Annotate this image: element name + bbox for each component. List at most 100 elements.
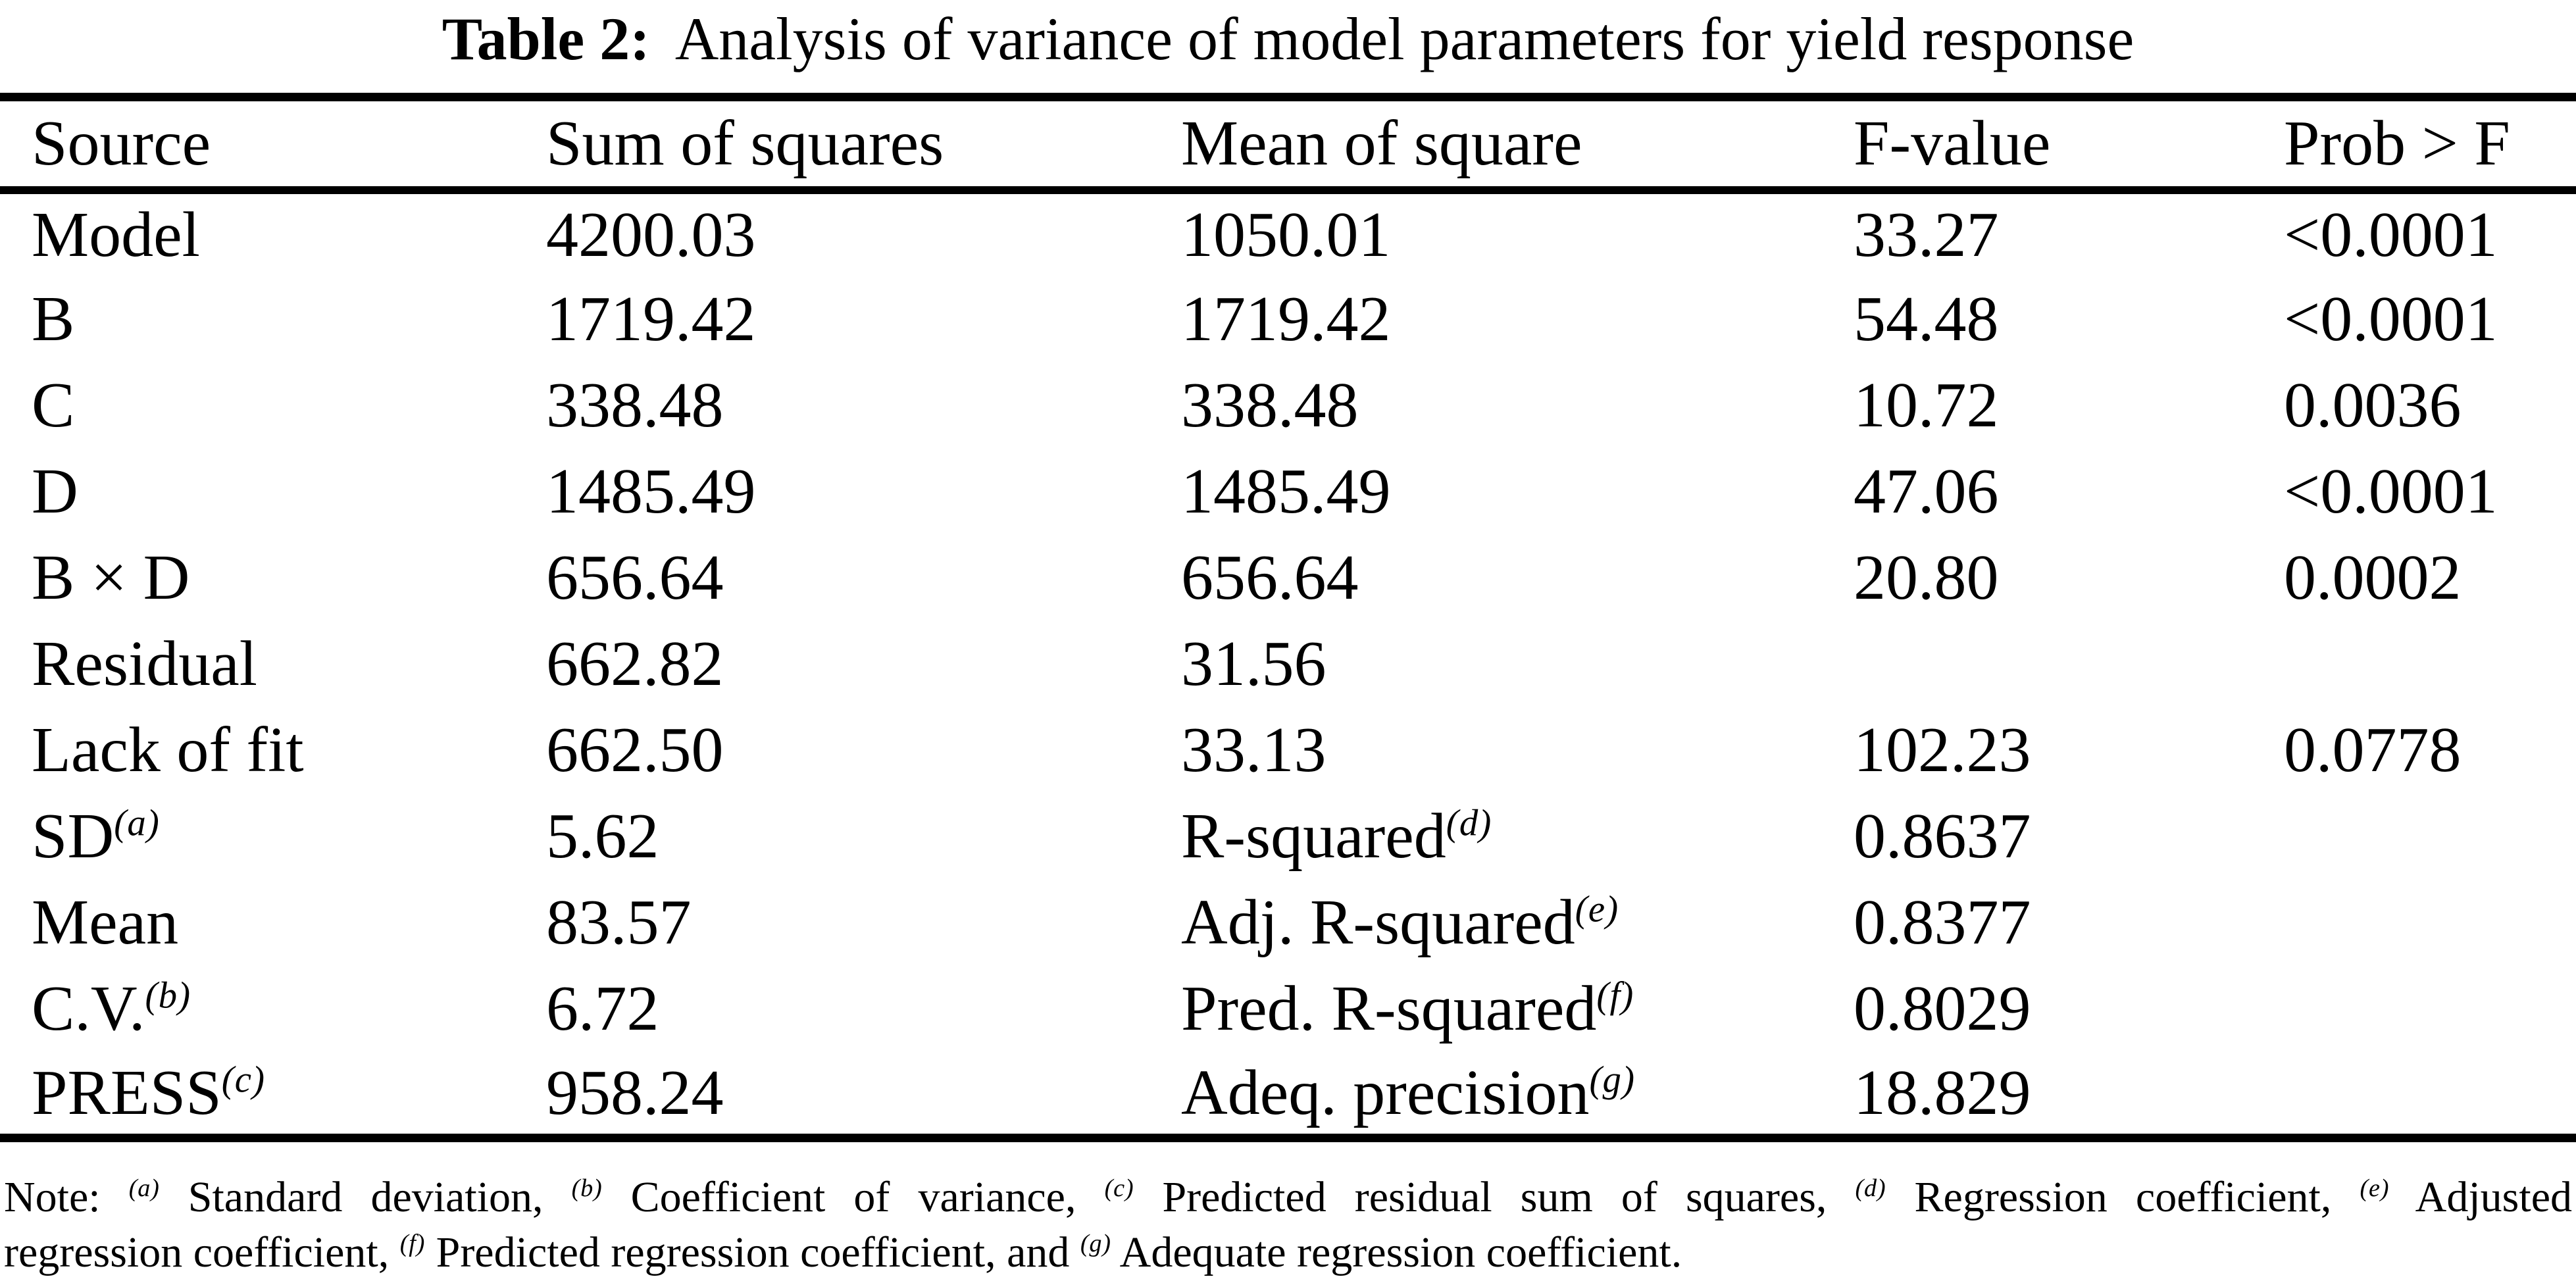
cell-text: 1719.42 (1181, 284, 1391, 355)
cell-text: 54.48 (1854, 284, 1999, 355)
table-cell: Mean (0, 880, 546, 966)
superscript-marker: (b) (571, 1174, 603, 1202)
table-cell: Model (0, 190, 546, 276)
table-cell: B × D (0, 535, 546, 621)
cell-text: Lack of fit (32, 715, 304, 786)
table-cell: 1485.49 (1181, 449, 1854, 535)
table-body: Model 4200.03 1050.01 33.27 <0.0001 B 1719.42 1… (0, 190, 2576, 1138)
table-row: SD(a) 5.62 R-squared(d) 0.8637 (0, 793, 2576, 880)
cell-text: 338.48 (546, 370, 724, 441)
table-cell: 1050.01 (1181, 190, 1854, 276)
cell-text: B × D (32, 542, 190, 613)
header-row: Source Sum of squares Mean of square F-v… (0, 97, 2576, 194)
table-cell: PRESS(c) (0, 1052, 546, 1138)
table-caption-label: Table 2: (442, 5, 650, 72)
table-cell: Pred. R-squared(f) (1181, 966, 1854, 1052)
superscript-marker: (f) (399, 1230, 426, 1258)
table-cell: 83.57 (546, 880, 1181, 966)
table-cell: C.V.(b) (0, 966, 546, 1052)
table-cell: 33.13 (1181, 707, 1854, 793)
cell-text: 1485.49 (1181, 456, 1391, 527)
superscript-marker: (c) (1104, 1174, 1134, 1202)
cell-text: Adeq. precision (1181, 1057, 1590, 1128)
cell-text: 656.64 (1181, 542, 1359, 613)
table-row: Lack of fit 662.50 33.13 102.23 0.0778 (0, 707, 2576, 793)
cell-text: 6.72 (546, 973, 659, 1044)
table-cell: 1719.42 (1181, 276, 1854, 363)
cell-text: PRESS (32, 1057, 222, 1128)
table-cell: 102.23 (1854, 707, 2284, 793)
table-cell: 0.0036 (2284, 363, 2576, 449)
table-cell: 18.829 (1854, 1052, 2284, 1138)
table-row: C.V.(b) 6.72 Pred. R-squared(f) 0.8029 (0, 966, 2576, 1052)
cell-text: 5.62 (546, 801, 659, 872)
superscript-marker: (g) (1589, 1059, 1636, 1101)
cell-text: 20.80 (1854, 542, 1999, 613)
table-cell: 0.8377 (1854, 880, 2284, 966)
cell-text: Residual (32, 628, 257, 699)
table-cell: Adj. R-squared(e) (1181, 880, 1854, 966)
table-row: C 338.48 338.48 10.72 0.0036 (0, 363, 2576, 449)
cell-text: 656.64 (546, 542, 724, 613)
table-cell: 0.0778 (2284, 707, 2576, 793)
table-row: B × D 656.64 656.64 20.80 0.0002 (0, 535, 2576, 621)
table-cell: SD(a) (0, 793, 546, 880)
table-cell: 54.48 (1854, 276, 2284, 363)
table-cell: B (0, 276, 546, 363)
superscript-marker: (e) (1575, 888, 1619, 930)
superscript-marker: (a) (114, 802, 160, 844)
table-cell: 656.64 (1181, 535, 1854, 621)
table-cell: 656.64 (546, 535, 1181, 621)
table-cell: 1719.42 (546, 276, 1181, 363)
header-sum-of-squares: Sum of squares (546, 97, 1181, 194)
cell-text: 47.06 (1854, 456, 1999, 527)
table-cell: C (0, 363, 546, 449)
cell-text: <0.0001 (2284, 199, 2498, 270)
cell-text: 338.48 (1181, 370, 1359, 441)
anova-table: Source Sum of squares Mean of square F-v… (0, 93, 2576, 1142)
footnote-line: regression coefficient, (f) Predicted re… (4, 1228, 1682, 1277)
cell-text: Pred. R-squared (1181, 973, 1597, 1044)
table-cell: 0.0002 (2284, 535, 2576, 621)
superscript-marker: (c) (221, 1059, 266, 1101)
cell-text: 18.829 (1854, 1057, 2031, 1128)
cell-text: C.V. (32, 973, 145, 1044)
header-f-value: F-value (1854, 97, 2284, 194)
cell-text: 0.0036 (2284, 370, 2462, 441)
cell-text: Model (32, 199, 200, 270)
table-cell (2284, 621, 2576, 707)
superscript-marker: (f) (1596, 974, 1634, 1017)
table-cell: 0.8029 (1854, 966, 2284, 1052)
superscript-marker: (b) (145, 974, 191, 1017)
footnote: Note: (a) Standard deviation, (b) Coeffi… (4, 1170, 2572, 1281)
table-cell: 1485.49 (546, 449, 1181, 535)
table-cell: <0.0001 (2284, 190, 2576, 276)
cell-text: <0.0001 (2284, 284, 2498, 355)
table-cell: D (0, 449, 546, 535)
table-cell: 662.50 (546, 707, 1181, 793)
cell-text: 33.13 (1181, 715, 1326, 786)
table-cell: Lack of fit (0, 707, 546, 793)
cell-text: Mean (32, 887, 179, 958)
cell-text: 4200.03 (546, 199, 756, 270)
table-cell (2284, 793, 2576, 880)
cell-text: 0.8377 (1854, 887, 2031, 958)
cell-text: 0.8029 (1854, 973, 2031, 1044)
cell-text: 33.27 (1854, 199, 1999, 270)
table-cell (2284, 966, 2576, 1052)
table-row: B 1719.42 1719.42 54.48 <0.0001 (0, 276, 2576, 363)
cell-text: 958.24 (546, 1057, 724, 1128)
table-row: Mean 83.57 Adj. R-squared(e) 0.8377 (0, 880, 2576, 966)
cell-text: D (32, 456, 78, 527)
cell-text: 31.56 (1181, 628, 1326, 699)
table-cell: 5.62 (546, 793, 1181, 880)
cell-text: C (32, 370, 75, 441)
cell-text: 0.0778 (2284, 715, 2462, 786)
cell-text: 102.23 (1854, 715, 2031, 786)
table-row: Residual 662.82 31.56 (0, 621, 2576, 707)
table-cell: 0.8637 (1854, 793, 2284, 880)
table-cell: 6.72 (546, 966, 1181, 1052)
table-cell: 958.24 (546, 1052, 1181, 1138)
table-row: Model 4200.03 1050.01 33.27 <0.0001 (0, 190, 2576, 276)
